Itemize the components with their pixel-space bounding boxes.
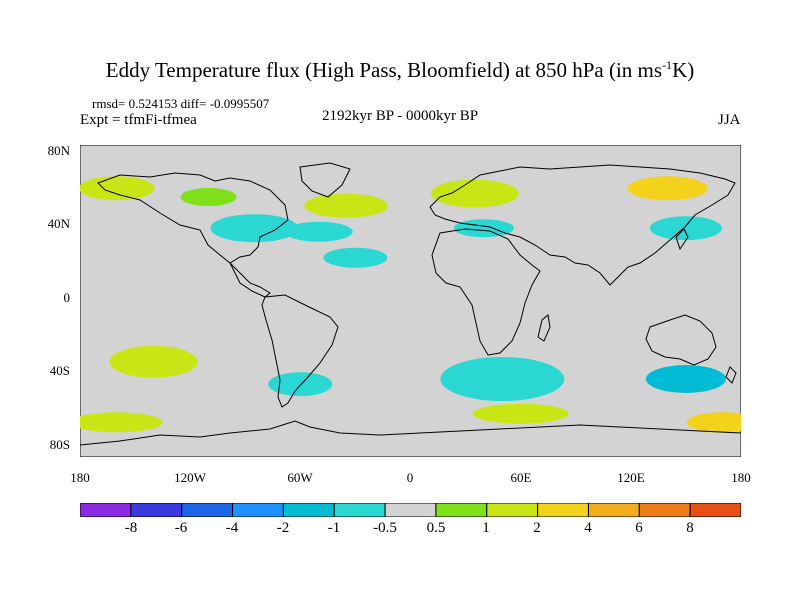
experiment-label: Expt = tfmFi-tfmea — [80, 112, 197, 128]
colorbar-box — [181, 503, 234, 517]
coast-north-america — [97, 172, 289, 264]
colorbar-label: 1 — [482, 520, 490, 536]
coast-japan — [675, 228, 689, 251]
lon-tick-0: 0 — [406, 470, 414, 485]
region-patch — [304, 193, 389, 218]
colorbar-label: -2 — [276, 520, 290, 536]
region-patch — [430, 179, 519, 208]
region-patch — [627, 176, 708, 201]
lon-tick-120w: 120W — [174, 470, 206, 485]
colorbar-box — [689, 503, 741, 517]
coast-new-zealand — [725, 366, 737, 384]
coast-africa — [431, 228, 541, 356]
colorbar-label: -8 — [124, 520, 138, 536]
region-patch — [180, 188, 237, 206]
lon-tick-60e: 60E — [510, 470, 532, 485]
region-patch — [686, 412, 741, 433]
region-patch — [210, 214, 299, 243]
lat-tick-80s: 80S — [49, 437, 70, 452]
anomaly-regions — [80, 176, 741, 433]
colorbar-box — [80, 503, 132, 517]
lat-tick-80n: 80N — [47, 143, 70, 158]
region-patch — [440, 357, 565, 401]
coast-south-america — [261, 294, 339, 408]
colorbar-label: 0.5 — [426, 520, 446, 536]
region-patch — [284, 221, 353, 242]
coast-madagascar — [537, 314, 551, 342]
season-label: JJA — [718, 112, 741, 128]
colorbar-box — [638, 503, 691, 517]
coast-eurasia — [429, 164, 736, 286]
coast-antarctica — [80, 420, 741, 446]
colorbar-box — [333, 503, 386, 517]
lat-tick-40s: 40S — [49, 363, 70, 378]
figure-title: Eddy Temperature flux (High Pass, Bloomf… — [105, 58, 695, 82]
region-patch — [80, 176, 155, 201]
region-patch — [645, 365, 726, 393]
stats-text: rmsd= 0.524153 diff= -0.0995507 — [92, 96, 270, 111]
lon-tick-60w: 60W — [287, 470, 313, 485]
region-patch — [453, 219, 514, 238]
colorbar-box — [282, 503, 335, 517]
lon-tick-180e: 180 — [731, 470, 751, 485]
lon-tick-180w: 180 — [70, 470, 90, 485]
lon-tick-120e: 120E — [617, 470, 645, 485]
colorbar-box — [384, 503, 437, 517]
colorbar-label: 6 — [635, 520, 643, 536]
colorbar-label: -0.5 — [373, 520, 397, 536]
colorbar-label: -4 — [225, 520, 239, 536]
colorbar-label: 4 — [584, 520, 592, 536]
region-patch — [268, 372, 333, 397]
map-plot — [80, 145, 741, 457]
colorbar-box — [435, 503, 488, 517]
coast-australia — [645, 314, 717, 366]
colorbar-box — [232, 503, 284, 517]
region-patch — [472, 403, 569, 424]
lat-tick-0: 0 — [63, 290, 71, 305]
colorbar-label: 8 — [686, 520, 694, 536]
period-label: 2192kyr BP - 0000kyr BP — [322, 108, 479, 124]
region-patch — [323, 247, 388, 268]
coast-central-america — [229, 262, 271, 298]
coastlines — [80, 162, 741, 446]
lat-tick-40n: 40N — [47, 216, 70, 231]
colorbar-box — [486, 503, 539, 517]
colorbar — [80, 503, 741, 517]
colorbar-box — [130, 503, 183, 517]
region-patch — [80, 412, 163, 433]
colorbar-label: -1 — [327, 520, 341, 536]
region-patch — [649, 216, 722, 241]
colorbar-label: 2 — [533, 520, 541, 536]
colorbar-label: -6 — [174, 520, 188, 536]
colorbar-box — [587, 503, 640, 517]
coast-greenland — [299, 162, 351, 198]
colorbar-box — [537, 503, 589, 517]
region-patch — [109, 345, 198, 378]
